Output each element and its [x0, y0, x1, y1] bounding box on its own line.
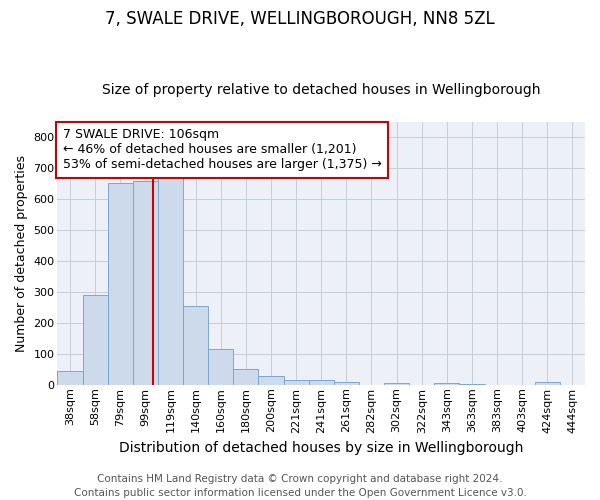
- Y-axis label: Number of detached properties: Number of detached properties: [15, 155, 28, 352]
- Bar: [384, 382, 409, 385]
- Bar: [158, 178, 183, 385]
- Bar: [434, 382, 460, 385]
- Bar: [308, 380, 334, 385]
- Bar: [259, 376, 284, 385]
- Title: Size of property relative to detached houses in Wellingborough: Size of property relative to detached ho…: [102, 83, 541, 97]
- Bar: [535, 382, 560, 385]
- Bar: [108, 184, 133, 385]
- Text: 7 SWALE DRIVE: 106sqm
← 46% of detached houses are smaller (1,201)
53% of semi-d: 7 SWALE DRIVE: 106sqm ← 46% of detached …: [63, 128, 382, 172]
- Bar: [233, 370, 259, 385]
- Text: 7, SWALE DRIVE, WELLINGBOROUGH, NN8 5ZL: 7, SWALE DRIVE, WELLINGBOROUGH, NN8 5ZL: [105, 10, 495, 28]
- Bar: [460, 384, 485, 385]
- Text: Contains HM Land Registry data © Crown copyright and database right 2024.
Contai: Contains HM Land Registry data © Crown c…: [74, 474, 526, 498]
- Bar: [334, 382, 359, 385]
- Bar: [284, 380, 308, 385]
- Bar: [58, 371, 83, 385]
- Bar: [208, 350, 233, 385]
- Bar: [83, 294, 108, 385]
- Bar: [133, 180, 158, 385]
- X-axis label: Distribution of detached houses by size in Wellingborough: Distribution of detached houses by size …: [119, 441, 523, 455]
- Bar: [183, 306, 208, 385]
